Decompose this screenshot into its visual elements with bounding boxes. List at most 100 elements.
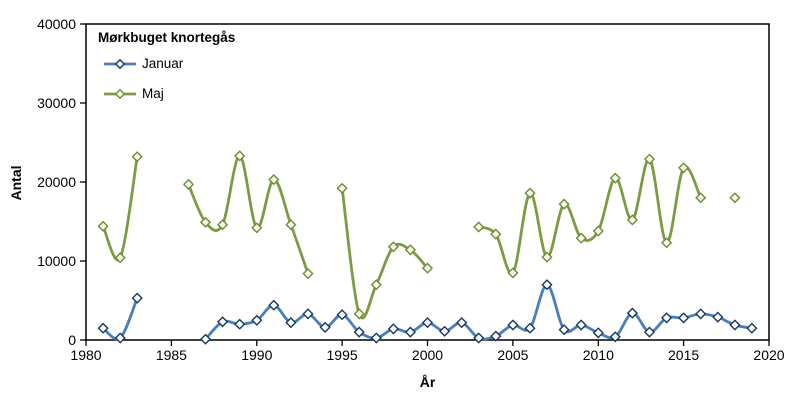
data-point-maj [507, 267, 519, 279]
data-point-januar [268, 299, 280, 311]
x-axis: 1980 1985 1990 1995 2000 2005 2010 2015 2020 [70, 340, 785, 363]
data-point-maj [182, 178, 195, 190]
data-point-maj [404, 244, 416, 256]
y-axis: 0 10000 20000 30000 40000 [37, 16, 86, 348]
x-tick-label: 2005 [497, 347, 528, 363]
data-point-januar [251, 314, 263, 326]
data-point-januar [421, 317, 434, 329]
data-point-januar [575, 319, 587, 331]
y-tick-label: 10000 [37, 253, 76, 269]
x-tick-label: 1995 [327, 347, 358, 363]
data-point-januar [114, 332, 126, 344]
data-point-januar [114, 58, 126, 69]
data-point-maj [387, 241, 399, 253]
data-point-januar [336, 309, 348, 321]
legend-item-januar: Januar [104, 56, 183, 71]
data-point-januar [490, 330, 502, 342]
data-point-januar [234, 318, 246, 330]
data-point-maj [353, 308, 365, 320]
data-point-maj [661, 237, 673, 249]
data-point-maj [729, 192, 741, 204]
data-point-maj [97, 220, 109, 232]
legend: Mørkbuget knortegås Januar Maj [98, 30, 236, 101]
x-tick-label: 2000 [412, 347, 443, 363]
y-axis-title: Antal [8, 165, 24, 201]
data-point-maj [626, 214, 638, 226]
data-point-maj [114, 88, 126, 99]
data-point-januar [626, 307, 638, 319]
data-point-januar [746, 322, 758, 334]
data-point-maj [131, 151, 143, 163]
data-point-maj [643, 153, 656, 165]
data-point-januar [387, 323, 399, 335]
data-point-maj [575, 232, 587, 244]
data-point-maj [558, 198, 570, 210]
data-point-maj [199, 216, 212, 228]
y-tick-label: 20000 [37, 174, 76, 190]
data-point-januar [302, 308, 314, 320]
data-point-januar [661, 312, 673, 324]
data-point-maj [490, 228, 502, 240]
data-point-januar [370, 332, 382, 344]
x-axis-title: År [419, 374, 436, 390]
data-point-maj [678, 162, 690, 174]
data-point-maj [114, 252, 126, 264]
data-point-maj [473, 221, 485, 233]
data-point-januar [439, 325, 451, 337]
x-tick-label: 2010 [583, 347, 614, 363]
data-point-januar [131, 292, 143, 304]
x-tick-label: 2020 [753, 347, 784, 363]
data-point-maj [217, 219, 229, 231]
data-point-maj [285, 219, 297, 231]
data-point-januar [541, 279, 553, 291]
data-point-maj [336, 182, 348, 194]
data-point-januar [353, 326, 365, 338]
x-tick-label: 1985 [156, 347, 187, 363]
data-point-januar [558, 324, 570, 336]
data-point-januar [609, 331, 621, 343]
data-point-maj [421, 262, 434, 274]
data-point-maj [370, 279, 382, 291]
maj-line-sample-icon [104, 88, 136, 99]
legend-label-maj: Maj [142, 86, 164, 101]
data-point-januar [285, 317, 297, 329]
data-point-maj [302, 268, 314, 280]
data-point-januar [217, 316, 229, 328]
data-point-maj [592, 225, 604, 237]
data-point-maj [541, 251, 553, 263]
data-point-maj [251, 222, 263, 234]
januar-line-sample-icon [104, 58, 136, 69]
data-point-januar [695, 308, 707, 320]
y-tick-label: 30000 [37, 95, 76, 111]
data-point-januar [319, 321, 331, 333]
data-point-maj [268, 174, 280, 186]
data-point-maj [524, 187, 536, 199]
data-point-januar [729, 319, 741, 331]
data-point-januar [473, 332, 485, 344]
data-point-januar [524, 322, 536, 334]
legend-item-maj: Maj [104, 86, 164, 101]
data-point-maj [609, 172, 621, 184]
series-maj [97, 150, 741, 320]
data-point-januar [199, 333, 212, 345]
data-point-januar [404, 326, 416, 338]
series-januar [97, 279, 758, 345]
data-point-januar [592, 327, 604, 339]
data-point-januar [712, 311, 724, 323]
chart-title: Mørkbuget knortegås [98, 30, 236, 45]
x-tick-label: 2015 [668, 347, 699, 363]
data-point-maj [234, 150, 246, 162]
data-point-januar [456, 317, 468, 329]
y-tick-label: 0 [68, 332, 76, 348]
data-point-januar [97, 322, 109, 334]
x-tick-label: 1990 [241, 347, 272, 363]
data-point-januar [678, 312, 690, 324]
x-tick-label: 1980 [70, 347, 101, 363]
data-point-januar [507, 319, 519, 331]
data-point-maj [695, 192, 707, 204]
y-tick-label: 40000 [37, 16, 76, 32]
data-point-januar [643, 326, 656, 338]
legend-label-januar: Januar [142, 56, 184, 71]
